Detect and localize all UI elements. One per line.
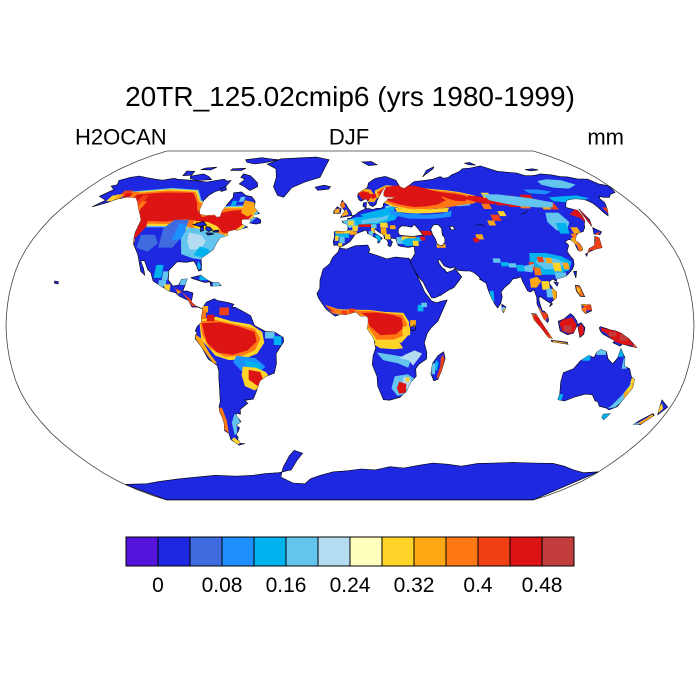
svg-text:0.32: 0.32 [394, 574, 435, 597]
svg-text:0.08: 0.08 [202, 574, 243, 597]
svg-text:H2OCAN: H2OCAN [75, 125, 167, 150]
svg-text:0: 0 [152, 574, 164, 597]
svg-text:0.24: 0.24 [330, 574, 371, 597]
svg-text:0.16: 0.16 [266, 574, 307, 597]
svg-text:0.48: 0.48 [522, 574, 563, 597]
svg-text:0.4: 0.4 [463, 574, 493, 597]
svg-text:DJF: DJF [329, 125, 369, 150]
svg-text:mm: mm [587, 125, 624, 150]
svg-text:20TR_125.02cmip6 (yrs 1980-199: 20TR_125.02cmip6 (yrs 1980-1999) [125, 81, 575, 112]
